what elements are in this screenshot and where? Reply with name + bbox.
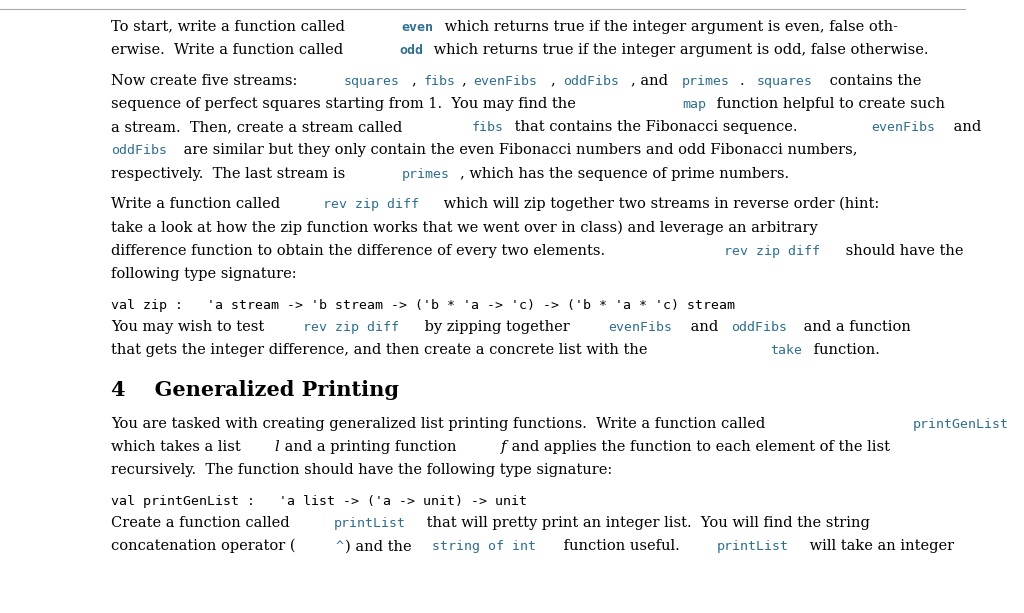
Text: ,: , bbox=[412, 74, 421, 88]
Text: function.: function. bbox=[809, 343, 880, 357]
Text: difference function to obtain the difference of every two elements.: difference function to obtain the differ… bbox=[111, 244, 614, 258]
Text: and: and bbox=[949, 120, 982, 134]
Text: contains the: contains the bbox=[825, 74, 922, 88]
Text: sequence of perfect squares starting from 1.  You may find the: sequence of perfect squares starting fro… bbox=[111, 97, 581, 111]
Text: printList: printList bbox=[334, 517, 407, 530]
Text: ,: , bbox=[552, 74, 561, 88]
Text: ,: , bbox=[462, 74, 471, 88]
Text: take a look at how the zip function works that we went over in class) and levera: take a look at how the zip function work… bbox=[111, 220, 818, 235]
Text: even: even bbox=[401, 21, 433, 34]
Text: and a function: and a function bbox=[799, 320, 911, 334]
Text: erwise.  Write a function called: erwise. Write a function called bbox=[111, 43, 348, 57]
Text: 4    Generalized Printing: 4 Generalized Printing bbox=[111, 380, 399, 400]
Text: function helpful to create such: function helpful to create such bbox=[712, 97, 945, 111]
Text: recursively.  The function should have the following type signature:: recursively. The function should have th… bbox=[111, 463, 612, 478]
Text: squares: squares bbox=[344, 75, 399, 88]
Text: primes: primes bbox=[401, 168, 450, 181]
Text: by zipping together: by zipping together bbox=[420, 320, 574, 334]
Text: , which has the sequence of prime numbers.: , which has the sequence of prime number… bbox=[461, 167, 790, 181]
Text: fibs: fibs bbox=[471, 121, 503, 134]
Text: following type signature:: following type signature: bbox=[111, 267, 297, 281]
Text: are similar but they only contain the even Fibonacci numbers and odd Fibonacci n: are similar but they only contain the ev… bbox=[179, 143, 858, 158]
Text: concatenation operator (: concatenation operator ( bbox=[111, 539, 296, 554]
Text: .: . bbox=[740, 74, 754, 88]
Text: and: and bbox=[686, 320, 723, 334]
Text: fibs: fibs bbox=[423, 75, 456, 88]
Text: Create a function called: Create a function called bbox=[111, 516, 294, 530]
Text: a stream.  Then, create a stream called: a stream. Then, create a stream called bbox=[111, 120, 407, 134]
Text: rev zip diff: rev zip diff bbox=[724, 245, 820, 258]
Text: evenFibs: evenFibs bbox=[871, 121, 936, 134]
Text: f: f bbox=[501, 440, 506, 454]
Text: evenFibs: evenFibs bbox=[473, 75, 538, 88]
Text: and applies the function to each element of the list: and applies the function to each element… bbox=[507, 440, 890, 454]
Text: printList: printList bbox=[717, 541, 790, 554]
Text: take: take bbox=[770, 345, 802, 357]
Text: that contains the Fibonacci sequence.: that contains the Fibonacci sequence. bbox=[510, 120, 807, 134]
Text: and a printing function: and a printing function bbox=[281, 440, 462, 454]
Text: squares: squares bbox=[757, 75, 813, 88]
Text: that will pretty print an integer list.  You will find the string: that will pretty print an integer list. … bbox=[422, 516, 869, 530]
Text: oddFibs: oddFibs bbox=[731, 321, 786, 334]
Text: rev zip diff: rev zip diff bbox=[323, 199, 419, 211]
Text: , and: , and bbox=[631, 74, 673, 88]
Text: odd: odd bbox=[399, 44, 423, 57]
Text: function useful.: function useful. bbox=[559, 539, 689, 554]
Text: will take an integer: will take an integer bbox=[805, 539, 953, 554]
Text: val zip :   'a stream -> 'b stream -> ('b * 'a -> 'c) -> ('b * 'a * 'c) stream: val zip : 'a stream -> 'b stream -> ('b … bbox=[111, 299, 735, 312]
Text: oddFibs: oddFibs bbox=[563, 75, 618, 88]
Text: primes: primes bbox=[682, 75, 730, 88]
Text: should have the: should have the bbox=[841, 244, 964, 258]
Text: ^: ^ bbox=[336, 541, 344, 554]
Text: oddFibs: oddFibs bbox=[111, 145, 167, 158]
Text: that gets the integer difference, and then create a concrete list with the: that gets the integer difference, and th… bbox=[111, 343, 652, 357]
Text: which returns true if the integer argument is odd, false otherwise.: which returns true if the integer argume… bbox=[428, 43, 928, 57]
Text: val printGenList :   'a list -> ('a -> unit) -> unit: val printGenList : 'a list -> ('a -> uni… bbox=[111, 495, 527, 508]
Text: You may wish to test: You may wish to test bbox=[111, 320, 269, 334]
Text: which takes a list: which takes a list bbox=[111, 440, 246, 454]
Text: rev zip diff: rev zip diff bbox=[303, 321, 399, 334]
Text: respectively.  The last stream is: respectively. The last stream is bbox=[111, 167, 350, 181]
Text: l: l bbox=[274, 440, 280, 454]
Text: printGenList: printGenList bbox=[913, 418, 1010, 431]
Text: map: map bbox=[683, 98, 707, 111]
Text: string of int: string of int bbox=[432, 541, 537, 554]
Text: which will zip together two streams in reverse order (hint:: which will zip together two streams in r… bbox=[439, 197, 880, 211]
Text: Write a function called: Write a function called bbox=[111, 197, 285, 211]
Text: To start, write a function called: To start, write a function called bbox=[111, 20, 349, 34]
Text: which returns true if the integer argument is even, false oth-: which returns true if the integer argume… bbox=[440, 20, 898, 34]
Text: Now create five streams:: Now create five streams: bbox=[111, 74, 302, 88]
Text: ) and the: ) and the bbox=[345, 539, 417, 554]
Text: evenFibs: evenFibs bbox=[608, 321, 672, 334]
Text: You are tasked with creating generalized list printing functions.  Write a funct: You are tasked with creating generalized… bbox=[111, 417, 770, 431]
